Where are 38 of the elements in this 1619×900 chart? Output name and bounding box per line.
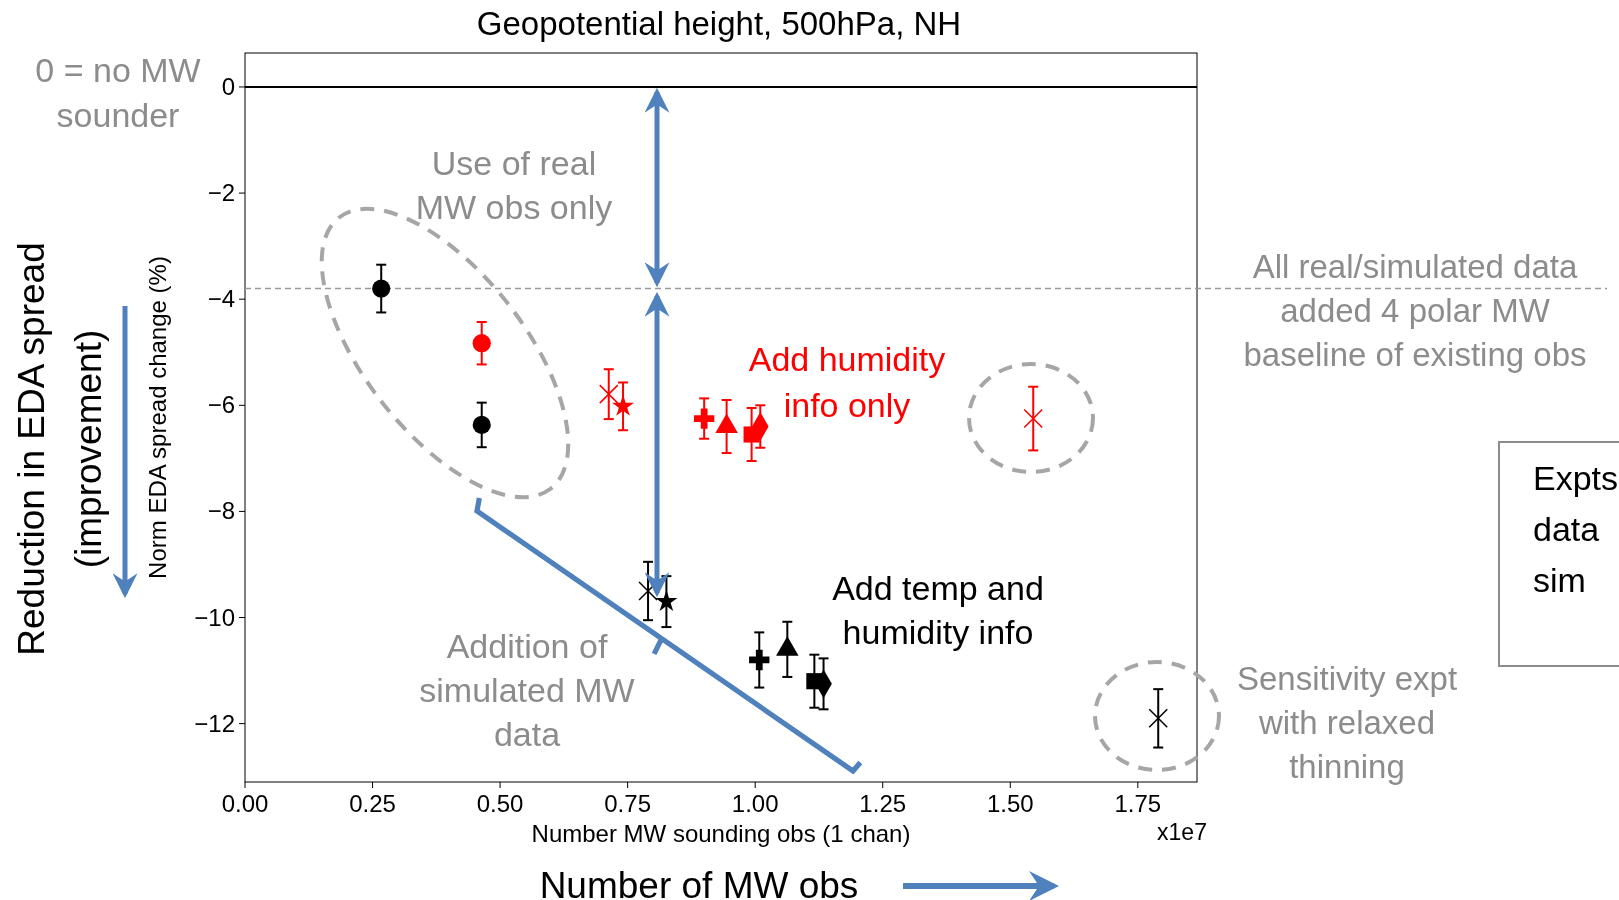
y-tick-label: 0 [221, 72, 235, 100]
y-tick-label: −12 [194, 709, 235, 737]
text: Number of MW obs [539, 865, 859, 900]
x-tick-label: 0.75 [604, 790, 651, 817]
annotation: Use of real MW obs only [415, 144, 613, 226]
y-tick-label: −6 [207, 391, 235, 419]
y-tick-label: −8 [207, 497, 235, 525]
x-tick-label: 0.00 [221, 790, 269, 817]
y-tick-label: −4 [207, 285, 235, 313]
point [472, 415, 491, 435]
point [1023, 408, 1043, 429]
annotation: Add temp and humidity info [832, 569, 1044, 651]
point [749, 649, 770, 671]
text: All real/simulated data added 4 polar MW baseline of existing obs [1243, 248, 1587, 373]
x-tick-label: 0.50 [476, 790, 524, 817]
text: 0 = no MW sounder [35, 51, 201, 134]
x-tick-label: 0.25 [349, 790, 396, 817]
annotation: Add humidity info only [748, 340, 946, 424]
text: Sensitivity expt with relaxed thinning [1236, 660, 1458, 785]
annotation: Addition of simulated MW data [419, 627, 635, 753]
x-tick-label: 1.75 [1114, 790, 1162, 817]
point [655, 590, 678, 611]
text: Expts data sim [1533, 459, 1619, 599]
point [612, 394, 635, 416]
chart-title: Geopotential height, 500hPa, NH [476, 5, 962, 42]
point [372, 279, 391, 298]
point [693, 408, 715, 429]
y-axis-title: Norm EDA spread change (%) [144, 256, 171, 579]
x-tick-label: 1.00 [731, 790, 779, 817]
text: x1e7 [1157, 819, 1207, 845]
text: Reduction in EDA spread (improvement) [11, 242, 109, 656]
point [1148, 708, 1168, 729]
point [472, 334, 491, 353]
x-tick-label: 1.50 [986, 790, 1034, 817]
x-axis-title: Number MW sounding obs (1 chan) [531, 820, 911, 847]
y-tick-label: −2 [207, 179, 235, 207]
x-tick-label: 1.25 [859, 790, 907, 817]
y-tick-label: −10 [194, 603, 235, 631]
